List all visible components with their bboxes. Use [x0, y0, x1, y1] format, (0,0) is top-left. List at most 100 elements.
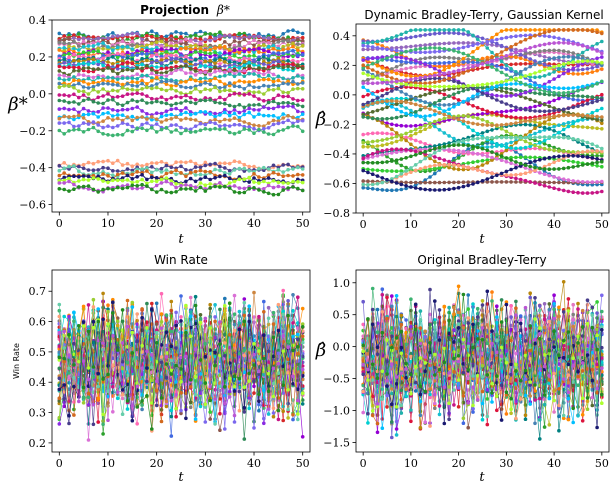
data-point: [600, 51, 604, 56]
data-point: [433, 155, 437, 159]
data-point: [130, 92, 135, 96]
data-point: [509, 180, 513, 184]
data-point: [115, 39, 120, 43]
data-point: [227, 110, 232, 115]
data-point: [57, 48, 62, 52]
data-point: [130, 114, 135, 119]
data-point: [203, 87, 208, 91]
data-point: [509, 28, 513, 32]
data-point: [188, 183, 193, 188]
data-point: [62, 38, 66, 42]
data-point: [471, 43, 475, 47]
data-point: [590, 29, 595, 33]
data-point: [188, 34, 193, 38]
data-point: [490, 175, 494, 179]
data-point: [433, 119, 437, 124]
data-point: [518, 146, 523, 150]
data-point: [169, 179, 174, 183]
data-point: [111, 114, 115, 118]
data-point: [499, 80, 504, 84]
data-point: [208, 35, 212, 39]
data-point: [380, 107, 385, 111]
data-point: [452, 163, 456, 167]
data-point: [380, 72, 385, 77]
data-point: [595, 82, 599, 86]
data-point: [242, 190, 247, 195]
data-point: [547, 135, 552, 139]
data-point: [552, 155, 556, 159]
data-point: [538, 123, 542, 127]
data-point: [86, 174, 91, 179]
data-point: [67, 100, 71, 105]
data-point: [62, 65, 66, 70]
data-point: [413, 28, 418, 32]
data-point: [538, 32, 542, 36]
data-point: [480, 112, 485, 116]
data-point: [174, 185, 178, 190]
data-point: [145, 37, 149, 42]
data-point: [485, 158, 490, 162]
data-point: [552, 70, 556, 74]
data-point: [413, 59, 418, 63]
data-point: [218, 127, 222, 132]
data-point: [566, 180, 571, 185]
data-point: [361, 102, 366, 107]
data-point: [471, 64, 475, 69]
data-point: [433, 31, 437, 36]
data-point: [130, 124, 135, 129]
data-point: [193, 69, 198, 73]
data-point: [590, 191, 595, 195]
data-point: [252, 38, 256, 42]
data-point: [590, 70, 595, 74]
data-point: [390, 58, 394, 63]
data-point: [585, 71, 590, 75]
data-point: [174, 160, 178, 164]
data-point: [547, 57, 552, 61]
data-point: [433, 151, 437, 155]
data-point: [72, 117, 76, 122]
data-point: [428, 113, 432, 118]
data-point: [242, 186, 247, 191]
data-point: [203, 175, 208, 179]
data-point: [252, 90, 256, 95]
data-point: [366, 73, 370, 77]
data-point: [566, 69, 571, 73]
data-point: [96, 174, 100, 179]
data-point: [57, 98, 62, 103]
data-point: [188, 44, 193, 48]
data-point: [523, 47, 528, 52]
data-point: [232, 91, 237, 96]
data-point: [266, 183, 271, 188]
data-point: [490, 55, 494, 60]
data-point: [179, 46, 183, 51]
data-point: [223, 184, 227, 189]
data-point: [394, 115, 399, 120]
data-point: [571, 60, 575, 64]
data-point: [57, 76, 62, 81]
data-point: [67, 189, 71, 193]
data-point: [485, 65, 490, 69]
data-point: [106, 124, 110, 128]
data-point: [499, 94, 504, 98]
data-point: [433, 163, 437, 168]
data-point: [193, 129, 198, 134]
data-point: [164, 171, 169, 176]
data-point: [580, 191, 585, 195]
data-point: [232, 39, 237, 43]
data-point: [91, 111, 96, 116]
data-point: [461, 139, 466, 143]
data-point: [237, 58, 242, 63]
data-point: [140, 78, 144, 83]
data-point: [533, 33, 537, 38]
data-point: [404, 49, 408, 54]
data-point: [499, 89, 504, 93]
data-point: [452, 41, 456, 45]
data-point: [375, 81, 380, 85]
data-point: [404, 172, 408, 176]
data-point: [262, 126, 266, 131]
data-point: [286, 59, 290, 63]
data-point: [399, 84, 404, 89]
data-point: [91, 187, 96, 192]
data-point: [218, 74, 222, 79]
data-point: [399, 172, 404, 176]
